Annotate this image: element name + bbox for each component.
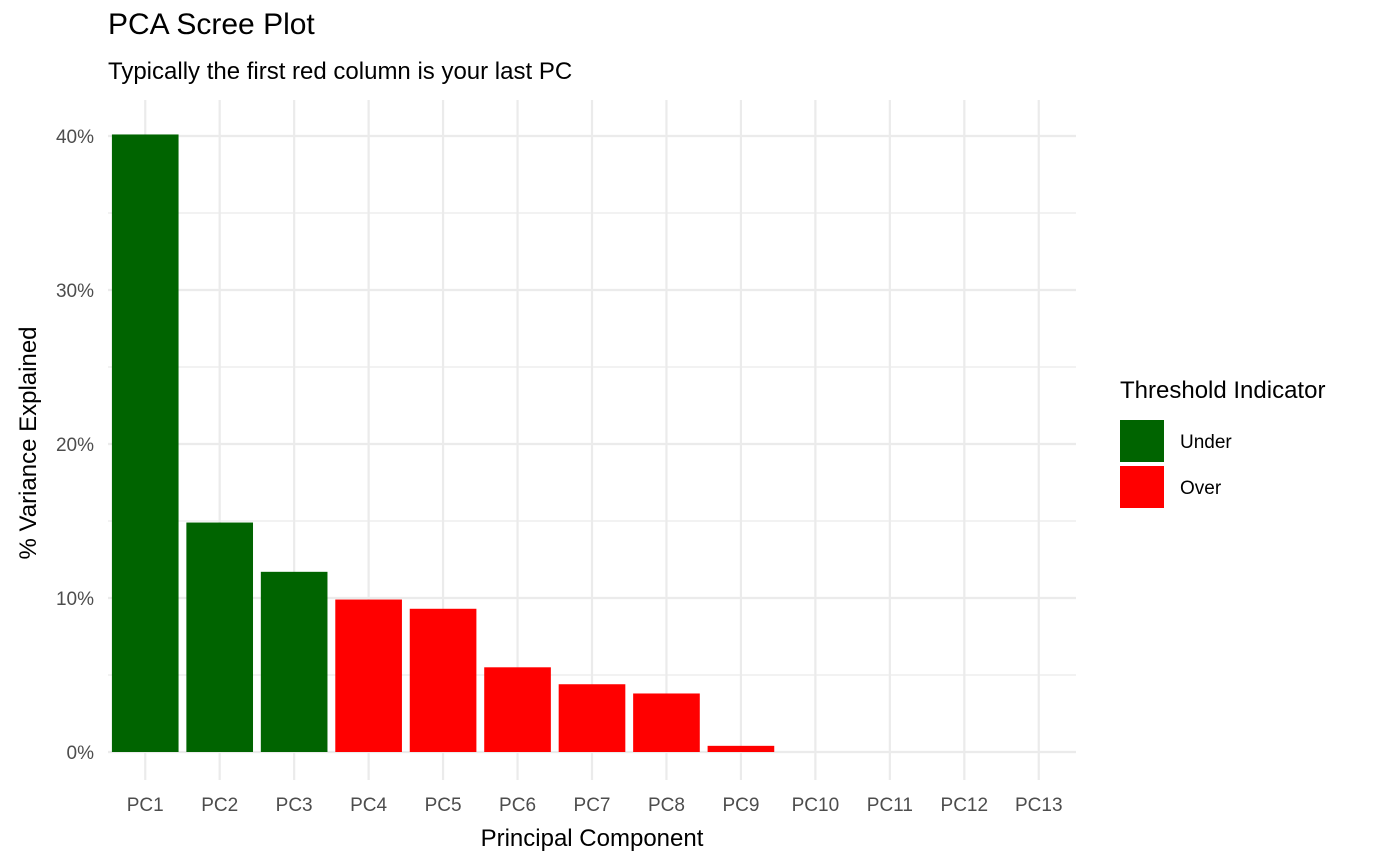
bar-pc2 — [186, 522, 254, 752]
x-tick-label: PC6 — [499, 795, 536, 816]
x-tick-label: PC11 — [867, 795, 913, 816]
bar-pc9 — [707, 745, 775, 752]
legend-title: Threshold Indicator — [1120, 377, 1325, 404]
x-tick-labels: PC1 PC2 PC3 PC4 PC5 PC6 PC7 PC8 PC9 PC10 PC11 PC12 P… — [127, 795, 1063, 816]
x-tick-label: PC1 — [127, 795, 164, 816]
legend-swatch-under — [1120, 420, 1164, 462]
legend-label-over: Over — [1180, 478, 1222, 499]
bar-pc6 — [484, 667, 551, 752]
bar-pc8 — [633, 693, 700, 752]
bar-pc3 — [260, 571, 328, 752]
x-tick-label: PC3 — [276, 795, 313, 816]
y-tick-labels: 0% 10% 20% 30% 40% — [56, 127, 94, 764]
bars — [111, 134, 775, 752]
x-tick-label: PC7 — [574, 795, 611, 816]
legend: Threshold Indicator Under Over — [1120, 377, 1325, 508]
x-tick-label: PC2 — [201, 795, 238, 816]
x-tick-label: PC9 — [722, 795, 759, 816]
x-tick-label: PC10 — [792, 795, 840, 816]
bar-pc5 — [409, 608, 477, 752]
x-axis-title: Principal Component — [481, 825, 704, 852]
x-tick-label: PC13 — [1015, 795, 1063, 816]
y-tick-label: 30% — [56, 281, 94, 302]
legend-label-under: Under — [1180, 432, 1232, 453]
bar-pc4 — [335, 599, 402, 752]
bar-pc1 — [111, 134, 179, 752]
y-axis-title: % Variance Explained — [15, 326, 42, 559]
major-gridlines — [108, 100, 1076, 780]
bar-pc7 — [558, 684, 626, 752]
x-tick-label: PC5 — [425, 795, 462, 816]
chart-subtitle: Typically the first red column is your l… — [108, 58, 573, 85]
x-tick-label: PC8 — [648, 795, 685, 816]
y-tick-label: 10% — [56, 589, 94, 610]
x-tick-label: PC4 — [350, 795, 387, 816]
x-tick-label: PC12 — [941, 795, 989, 816]
y-tick-label: 40% — [56, 127, 94, 148]
y-tick-label: 0% — [67, 743, 95, 764]
y-tick-label: 20% — [56, 435, 94, 456]
chart-title: PCA Scree Plot — [108, 8, 315, 41]
legend-swatch-over — [1120, 466, 1164, 508]
